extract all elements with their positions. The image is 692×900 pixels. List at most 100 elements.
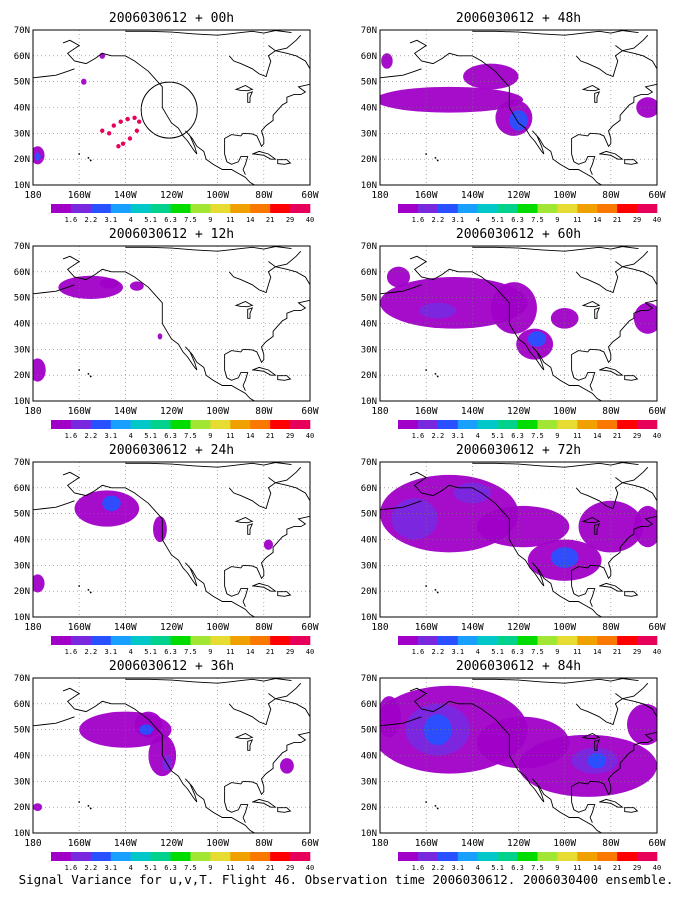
latitude-label: 10N [14, 181, 30, 191]
colorbar-swatch [70, 636, 92, 645]
coastline [571, 83, 657, 148]
colorbar-label: 21 [266, 864, 274, 872]
island [89, 807, 92, 810]
colorbar-swatch [617, 420, 638, 429]
longitude-label: 180 [371, 838, 388, 849]
colorbar-label: 21 [613, 864, 621, 872]
colorbar-swatch [150, 852, 171, 861]
panel-title: 2006030612 + 36h [109, 659, 234, 674]
colorbar-swatch [477, 420, 498, 429]
coastline [268, 34, 302, 52]
longitude-label: 80W [255, 406, 272, 417]
colorbar-label: 3.1 [104, 216, 117, 224]
colorbar-label: 1.6 [65, 216, 78, 224]
colorbar-swatch [190, 636, 211, 645]
variance-contour [476, 505, 570, 548]
colorbar-swatch [90, 636, 112, 645]
latitude-label: 50N [14, 78, 30, 88]
latitude-label: 40N [361, 536, 377, 546]
colorbar-swatch [597, 204, 618, 213]
coastline [62, 687, 255, 833]
variance-contour [380, 696, 401, 738]
coastline [125, 462, 292, 468]
coastline [247, 91, 254, 103]
variance-contour [99, 278, 119, 289]
island [434, 804, 437, 807]
latitude-label: 20N [361, 803, 377, 813]
coastline [571, 515, 657, 580]
latitude-label: 40N [14, 104, 30, 114]
colorbar-label: 11 [226, 648, 234, 656]
longitude-label: 180 [24, 406, 41, 417]
map-panel: 2006030612 + 84h 70N 60N 50N 40N 30N 20N 10N180… [361, 659, 666, 872]
colorbar-swatch [517, 852, 538, 861]
colorbar-swatch [290, 636, 311, 645]
latitude-label: 50N [361, 78, 377, 88]
latitude-label: 10N [14, 397, 30, 407]
colorbar-label: 3.1 [104, 648, 117, 656]
coastline [472, 246, 639, 252]
longitude-label: 120W [160, 838, 183, 849]
map-content [33, 678, 310, 833]
latitude-label: 50N [361, 726, 377, 736]
longitude-label: 60W [301, 622, 318, 633]
colorbar-swatch [110, 204, 131, 213]
colorbar-swatch [130, 852, 151, 861]
longitude-label: 60W [648, 838, 665, 849]
latitude-label: 40N [14, 536, 30, 546]
colorbar-label: 9 [555, 216, 559, 224]
colorbar-label: 2.2 [432, 864, 445, 872]
variance-contour [263, 539, 274, 550]
observation-point [132, 115, 137, 121]
colorbar-label: 14 [246, 648, 254, 656]
panel-title: 2006030612 + 72h [456, 443, 581, 458]
colorbar-label: 4 [476, 864, 480, 872]
latitude-label: 20N [14, 587, 30, 597]
longitude-label: 140W [461, 622, 484, 633]
colorbar-label: 6.3 [511, 432, 524, 440]
colorbar-swatch [398, 852, 419, 861]
coastline [268, 250, 302, 268]
colorbar-swatch [51, 636, 72, 645]
longitude-label: 100W [206, 190, 229, 201]
colorbar-label: 2.2 [85, 864, 98, 872]
observation-point [125, 116, 130, 122]
colorbar-swatch [637, 636, 658, 645]
longitude-label: 60W [648, 190, 665, 201]
island [425, 585, 428, 587]
coastline [277, 159, 292, 165]
longitude-label: 80W [255, 838, 272, 849]
longitude-label: 180 [371, 406, 388, 417]
island [436, 375, 439, 378]
colorbar-label: 5.1 [144, 432, 157, 440]
coastline [581, 732, 601, 740]
colorbar-label: 21 [613, 216, 621, 224]
colorbar-swatch [290, 852, 311, 861]
colorbar-label: 40 [306, 648, 314, 656]
latitude-label: 40N [14, 320, 30, 330]
colorbar-label: 3.1 [451, 216, 464, 224]
colorbar-swatch [210, 636, 231, 645]
longitude-label: 60W [301, 406, 318, 417]
colorbar-swatch [497, 420, 518, 429]
colorbar-label: 21 [266, 648, 274, 656]
colorbar-label: 5.1 [144, 216, 157, 224]
longitude-label: 160W [68, 190, 91, 201]
coastline [575, 50, 657, 78]
colorbar-swatch [110, 420, 131, 429]
latitude-label: 20N [361, 587, 377, 597]
coastline [575, 698, 657, 726]
longitude-label: 80W [602, 190, 619, 201]
colorbar-swatch [477, 636, 498, 645]
variance-contour [527, 331, 547, 347]
coastline [224, 359, 249, 391]
colorbar-swatch [130, 636, 151, 645]
coastline [62, 471, 255, 617]
colorbar-swatch [597, 420, 618, 429]
coastline [594, 91, 601, 103]
coastline [472, 462, 639, 468]
colorbar-label: 11 [573, 648, 581, 656]
colorbar-swatch [270, 636, 291, 645]
colorbar-swatch [477, 852, 498, 861]
colorbar-label: 40 [653, 648, 661, 656]
